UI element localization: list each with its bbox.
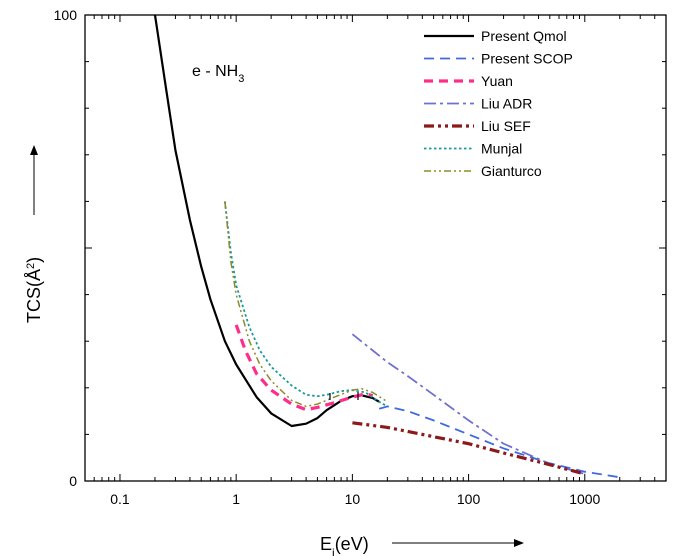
y-tick-label: 100 bbox=[54, 7, 78, 23]
legend-label: Munjal bbox=[481, 141, 522, 157]
x-axis-arrow bbox=[392, 539, 524, 547]
x-tick-labels: 0.1 1 10 100 1000 bbox=[110, 491, 600, 507]
x-tick-label: 100 bbox=[457, 491, 481, 507]
y-tick-labels: 0 100 bbox=[54, 7, 78, 489]
legend-label: Liu SEF bbox=[481, 118, 531, 134]
y-axis-arrow bbox=[30, 145, 38, 215]
axis-ticks bbox=[84, 14, 667, 482]
legend: Present Qmol Present SCOP Yuan Liu ADR Liu S… bbox=[424, 28, 573, 179]
y-axis-label: TCS(Å2) bbox=[24, 257, 44, 323]
x-tick-label: 1 bbox=[232, 491, 240, 507]
series-line bbox=[351, 333, 586, 475]
series-line bbox=[224, 201, 388, 408]
series-line bbox=[234, 324, 374, 412]
x-tick-label: 10 bbox=[345, 491, 361, 507]
series-line bbox=[378, 405, 620, 479]
chart-annotation: e - NH3 bbox=[192, 63, 244, 85]
error-bars bbox=[329, 392, 359, 400]
series-line bbox=[352, 421, 586, 476]
series-line bbox=[224, 201, 388, 408]
legend-label: Gianturco bbox=[481, 163, 542, 179]
legend-label: Liu ADR bbox=[481, 96, 532, 112]
x-axis-label: Ei(eV) bbox=[320, 534, 369, 556]
x-tick-label: 1000 bbox=[569, 491, 600, 507]
plot-frame bbox=[84, 14, 667, 482]
x-tick-label: 0.1 bbox=[110, 491, 130, 507]
legend-label: Yuan bbox=[481, 73, 513, 89]
series-lines bbox=[153, 14, 620, 479]
y-tick-label: 0 bbox=[69, 473, 77, 489]
series-line bbox=[153, 14, 380, 428]
legend-label: Present Qmol bbox=[481, 28, 567, 44]
legend-label: Present SCOP bbox=[481, 51, 573, 67]
